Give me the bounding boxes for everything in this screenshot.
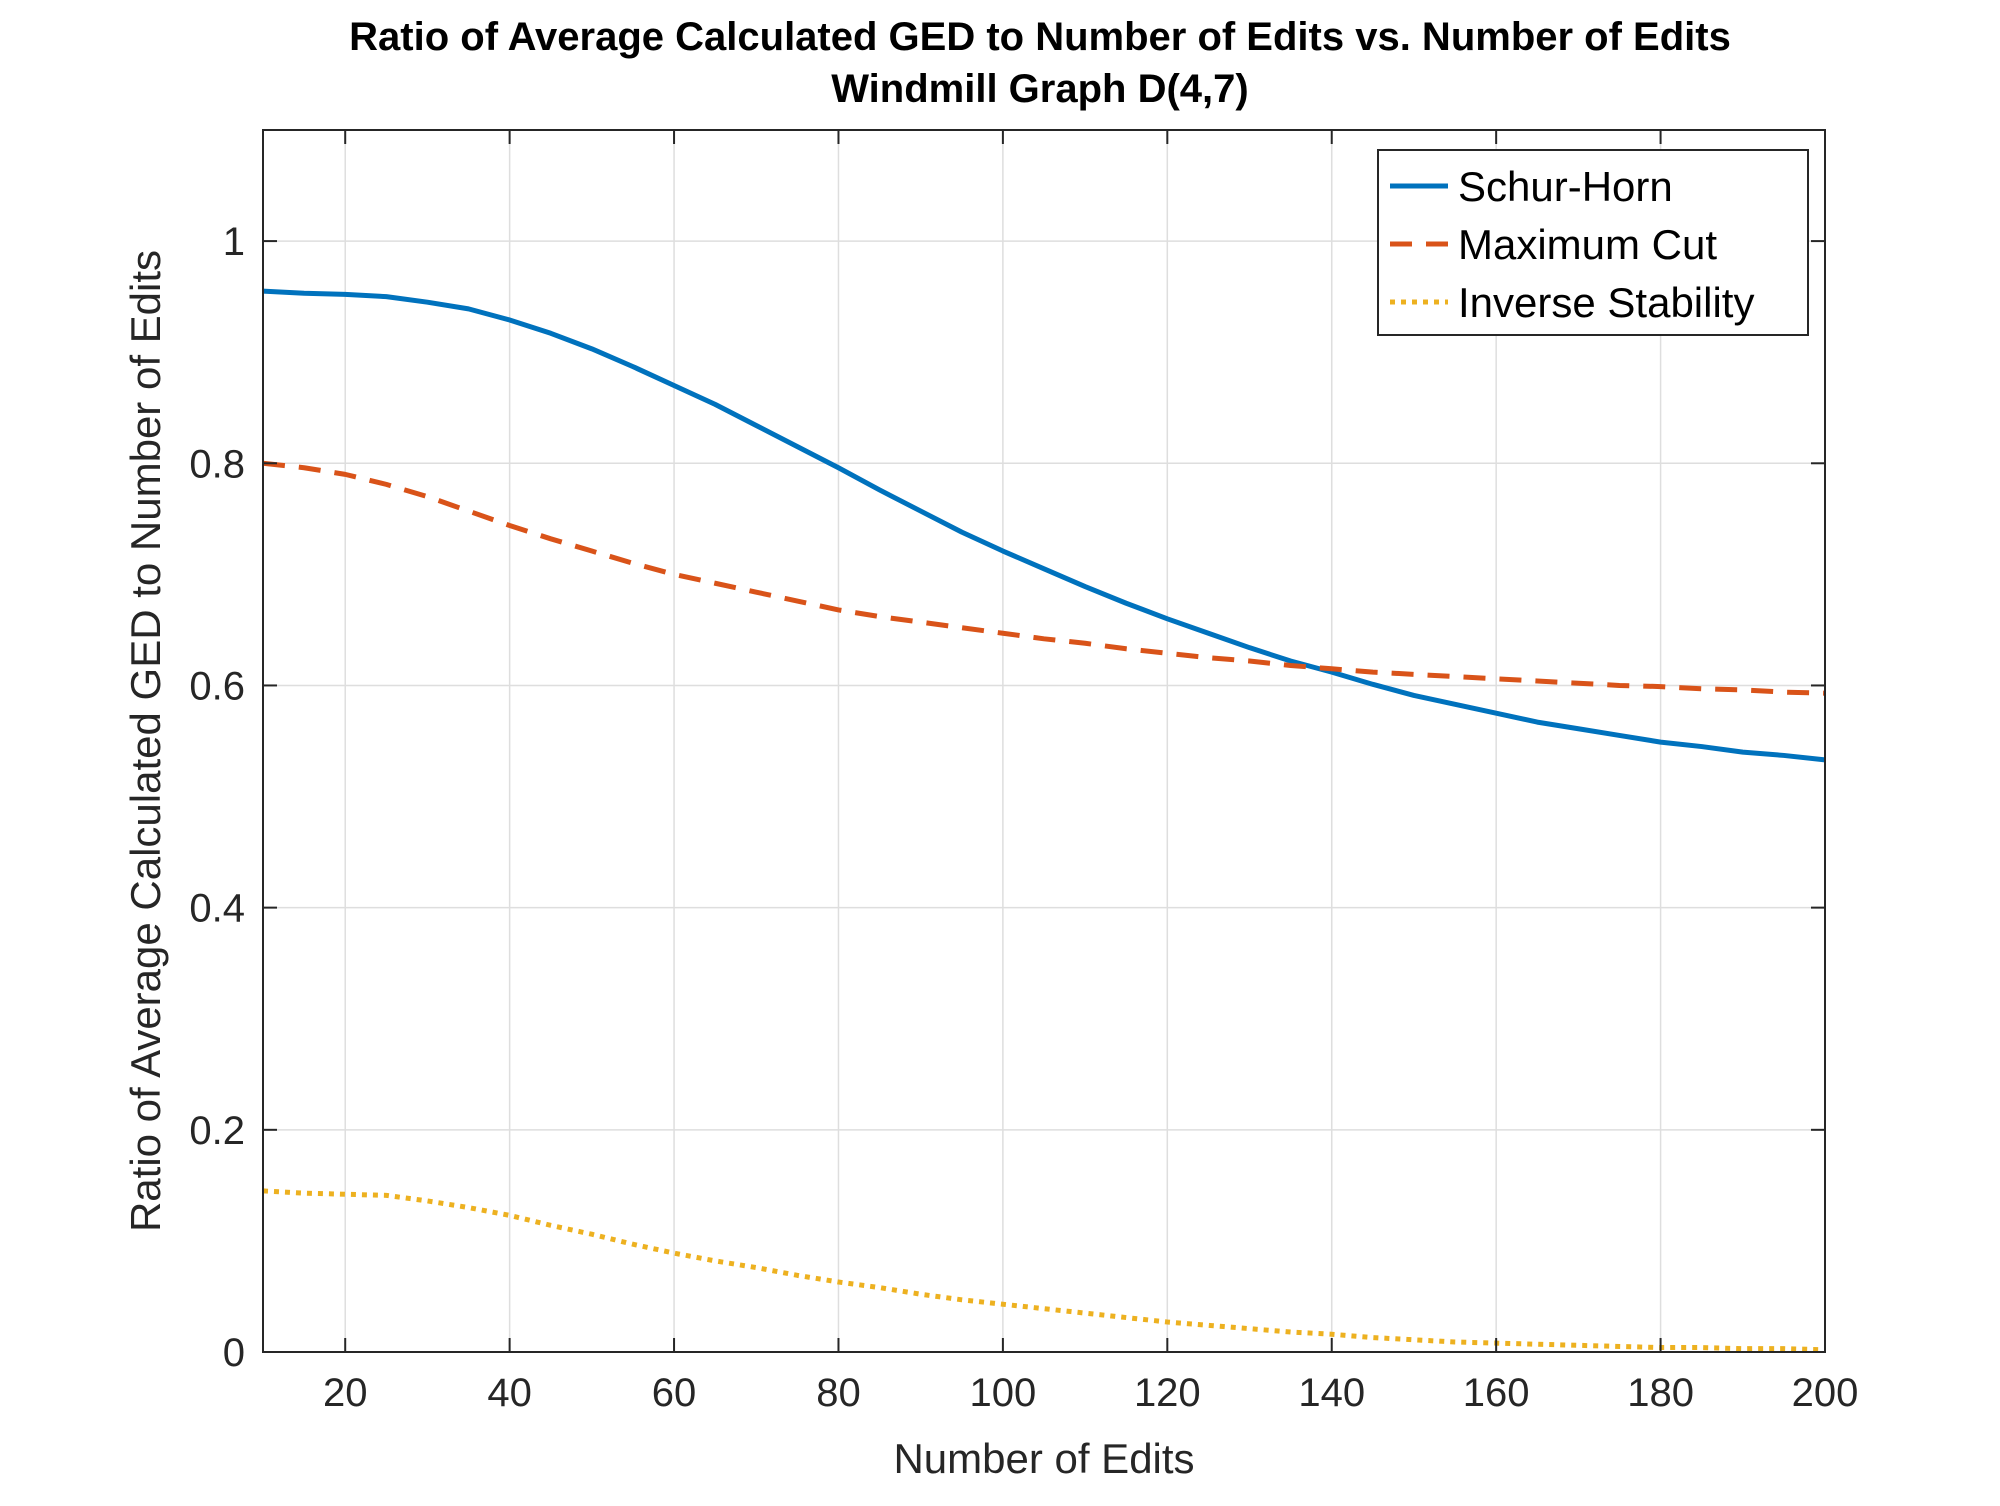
y-axis-label: Ratio of Average Calculated GED to Numbe… <box>122 250 169 1232</box>
legend-label: Schur-Horn <box>1458 163 1673 210</box>
x-axis-label: Number of Edits <box>893 1435 1194 1482</box>
legend-box <box>1377 149 1809 336</box>
legend: Schur-Horn Maximum Cut Inverse Stability <box>1377 149 1809 336</box>
x-tick-label: 140 <box>1298 1371 1365 1415</box>
x-tick-label: 60 <box>652 1371 697 1415</box>
x-tick-labels: 20 40 60 80 100 120 140 160 180 200 <box>323 1371 1858 1415</box>
series-line-inverse-stability <box>262 1188 1826 1353</box>
x-tick-label: 120 <box>1134 1371 1201 1415</box>
series-line-schur-horn <box>262 288 1826 763</box>
y-tick-label: 0.2 <box>189 1109 245 1153</box>
y-tick-label: 0.8 <box>189 442 245 486</box>
series-line-maximum-cut <box>262 460 1826 696</box>
x-tick-label: 40 <box>487 1371 532 1415</box>
x-tick-label: 100 <box>970 1371 1037 1415</box>
x-tick-label: 80 <box>816 1371 861 1415</box>
legend-label: Maximum Cut <box>1458 221 1717 268</box>
series-group <box>262 288 1826 1353</box>
y-tick-label: 0.6 <box>189 664 245 708</box>
legend-label: Inverse Stability <box>1458 279 1754 326</box>
x-tick-label: 160 <box>1463 1371 1530 1415</box>
y-tick-label: 0 <box>223 1331 245 1375</box>
x-tick-label: 180 <box>1627 1371 1694 1415</box>
legend-items: Schur-Horn Maximum Cut Inverse Stability <box>1390 163 1754 326</box>
x-tick-label: 200 <box>1792 1371 1859 1415</box>
ticks <box>263 130 1826 1353</box>
axes-box <box>262 129 1826 1353</box>
y-tick-labels: 0 0.2 0.4 0.6 0.8 1 <box>189 220 245 1375</box>
y-tick-label: 0.4 <box>189 887 245 931</box>
chart-title: Ratio of Average Calculated GED to Numbe… <box>349 15 1731 59</box>
y-tick-label: 1 <box>223 220 245 264</box>
chart-subtitle: Windmill Graph D(4,7) <box>831 67 1248 111</box>
x-tick-label: 20 <box>323 1371 368 1415</box>
